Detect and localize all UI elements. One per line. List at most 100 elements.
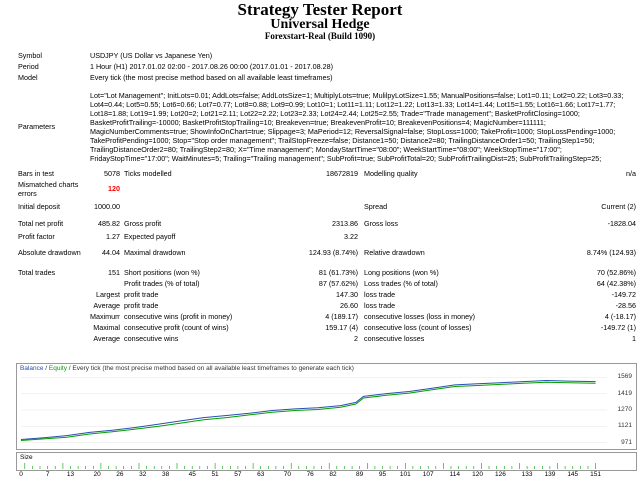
maximal-w-label: consecutive profit (count of wins) bbox=[124, 323, 229, 332]
x-tick-label-13: 82 bbox=[329, 471, 337, 478]
reldd-value: 8.74% (124.93) bbox=[586, 247, 636, 257]
pf-value: 1.27 bbox=[106, 232, 120, 241]
netprofit-label: Total net profit bbox=[18, 218, 64, 228]
ticks-label: Ticks modelled bbox=[124, 169, 172, 178]
average-label: Average bbox=[93, 301, 120, 310]
x-tick-label-17: 107 bbox=[422, 471, 434, 478]
average-l-label: loss trade bbox=[364, 301, 396, 310]
payoff-label: Expected payoff bbox=[124, 232, 176, 241]
model-label: Model bbox=[18, 73, 38, 82]
absdd-label: Absolute drawdown bbox=[18, 247, 81, 257]
short-value: 81 (61.73%) bbox=[318, 268, 358, 277]
x-tick-label-0: 0 bbox=[19, 471, 23, 478]
series-line-balance bbox=[20, 379, 596, 440]
report-table: Symbol USDJPY (US Dollar vs Japanese Yen… bbox=[18, 50, 636, 344]
grossprofit-value: 2313.86 bbox=[332, 218, 358, 228]
y-tick-label-2: 1270 bbox=[617, 406, 632, 413]
ticks-value: 18672819 bbox=[326, 169, 358, 178]
x-tick-label-11: 70 bbox=[283, 471, 291, 478]
ptrades-label: Profit trades (% of total) bbox=[124, 279, 200, 288]
series-line-equity bbox=[20, 381, 596, 441]
parameters-value: Lot="Lot Management"; InitLots=0.01; Add… bbox=[90, 90, 624, 163]
balance-chart-svg bbox=[20, 377, 607, 443]
maximal-label: Maximal bbox=[93, 323, 120, 332]
netprofit-value: 485.82 bbox=[98, 218, 120, 228]
x-tick-label-4: 26 bbox=[116, 471, 124, 478]
maximum-label: Maximum bbox=[90, 312, 120, 321]
x-tick-label-1: 7 bbox=[45, 471, 50, 478]
model-value: Every tick (the most precise method base… bbox=[90, 73, 333, 82]
chart-title-balance: Balance bbox=[20, 365, 44, 372]
largest-p-value: 147.30 bbox=[336, 290, 358, 299]
x-tick-label-9: 57 bbox=[234, 471, 242, 478]
x-tick-label-15: 95 bbox=[378, 471, 387, 478]
deposit-label: Initial deposit bbox=[18, 201, 60, 211]
x-tick-label-8: 51 bbox=[211, 471, 219, 478]
x-tick-label-18: 114 bbox=[449, 471, 460, 478]
average-p-value: 26.60 bbox=[340, 301, 358, 310]
grossloss-label: Gross loss bbox=[364, 218, 398, 228]
grossprofit-label: Gross profit bbox=[124, 218, 162, 228]
maxdd-value: 124.93 (8.74%) bbox=[308, 247, 358, 257]
size-chart: Size bbox=[16, 452, 637, 471]
x-tick-label-7: 45 bbox=[188, 471, 196, 478]
avgc-w-label: consecutive wins bbox=[124, 334, 179, 343]
ptrades-value: 87 (57.62%) bbox=[318, 279, 358, 288]
y-tick-label-4: 1569 bbox=[617, 373, 632, 381]
short-label: Short positions (won %) bbox=[124, 268, 200, 277]
x-tick-label-22: 139 bbox=[544, 471, 556, 478]
x-tick-label-6: 38 bbox=[161, 471, 170, 478]
payoff-value: 3.22 bbox=[344, 232, 358, 241]
reldd-label: Relative drawdown bbox=[364, 247, 425, 257]
parameters-label: Parameters bbox=[18, 122, 56, 131]
x-tick-label-5: 32 bbox=[139, 471, 147, 478]
avgc-w-value: 2 bbox=[354, 334, 358, 343]
y-tick-label-0: 971 bbox=[621, 438, 632, 446]
largest-l-label: loss trade bbox=[364, 290, 396, 299]
chart-title-sep: / bbox=[43, 365, 49, 372]
period-value: 1 Hour (H1) 2017.01.02 02:00 - 2017.08.2… bbox=[90, 62, 333, 71]
x-tick-label-2: 13 bbox=[66, 471, 75, 478]
deposit-value: 1000.00 bbox=[94, 201, 120, 211]
absdd-value: 44.04 bbox=[102, 247, 120, 257]
x-tick-label-23: 145 bbox=[567, 471, 579, 478]
quality-label: Modelling quality bbox=[364, 169, 418, 178]
x-tick-label-3: 20 bbox=[93, 471, 101, 478]
bars-value: 5078 bbox=[104, 169, 120, 178]
x-tick-label-14: 89 bbox=[356, 471, 364, 478]
maximum-w-label: consecutive wins (profit in money) bbox=[124, 312, 233, 321]
balance-chart: Balance / Equity / Every tick (the most … bbox=[16, 363, 637, 450]
long-value: 70 (52.86%) bbox=[596, 268, 636, 277]
avgc-l-value: 1 bbox=[632, 334, 636, 343]
maximal-l-value: -149.72 (1) bbox=[600, 323, 636, 332]
long-label: Long positions (won %) bbox=[364, 268, 439, 277]
expert-name: Universal Hedge bbox=[270, 17, 370, 32]
average-l-value: -28.56 bbox=[615, 301, 636, 310]
x-tick-label-20: 126 bbox=[495, 471, 506, 478]
mismatch-label: Mismatched charts errors bbox=[18, 179, 79, 198]
maximal-l-label: consecutive loss (count of losses) bbox=[364, 323, 472, 332]
maximum-l-label: consecutive losses (loss in money) bbox=[364, 312, 476, 321]
spread-value: Current (2) bbox=[601, 201, 636, 211]
report-title: Strategy Tester Report bbox=[237, 0, 403, 19]
maxdd-label: Maximal drawdown bbox=[124, 247, 186, 257]
x-axis-labels: 0 7 13 20 26 32 38 45 51 57 63 70 76 82 89 95 101 107 114 1… bbox=[16, 471, 637, 480]
largest-p-label: profit trade bbox=[124, 290, 159, 299]
x-tick-label-24: 151 bbox=[590, 471, 602, 478]
y-tick-label-1: 1121 bbox=[618, 422, 632, 430]
trades-label: Total trades bbox=[18, 268, 56, 277]
ltrades-value: 64 (42.38%) bbox=[596, 279, 636, 288]
spread-label: Spread bbox=[364, 201, 388, 211]
mismatch-value: 120 bbox=[108, 184, 120, 193]
x-tick-label-21: 133 bbox=[521, 471, 533, 478]
trades-value: 151 bbox=[108, 268, 120, 277]
largest-l-value: -149.72 bbox=[611, 290, 636, 299]
chart-title-equity: Equity bbox=[48, 365, 67, 372]
bars-label: Bars in test bbox=[18, 169, 54, 178]
pf-label: Profit factor bbox=[18, 232, 55, 241]
ltrades-label: Loss trades (% of total) bbox=[364, 279, 438, 288]
x-tick-label-10: 63 bbox=[257, 471, 265, 478]
x-tick-label-12: 76 bbox=[306, 471, 314, 478]
x-tick-label-16: 101 bbox=[399, 471, 411, 478]
symbol-value: USDJPY (US Dollar vs Japanese Yen) bbox=[90, 51, 213, 60]
